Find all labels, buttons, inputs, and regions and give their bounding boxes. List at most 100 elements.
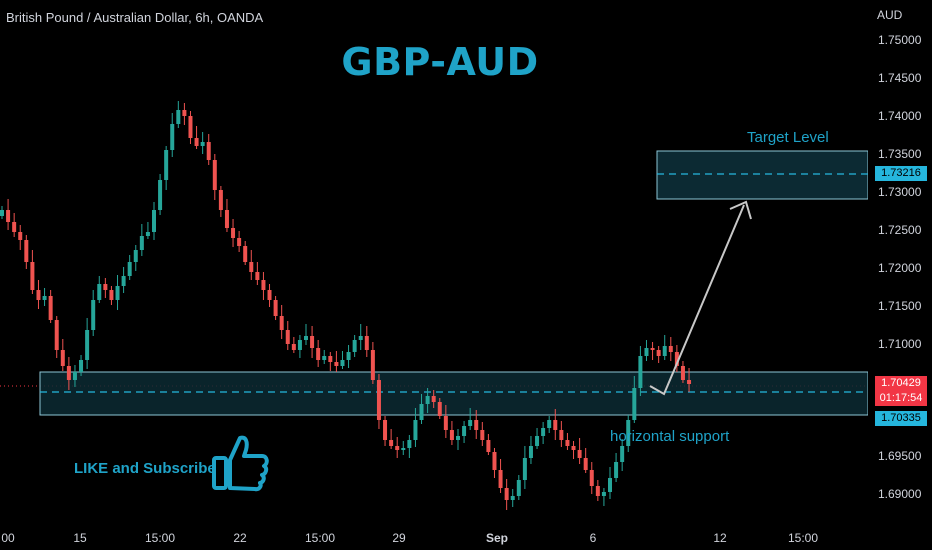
price-tick: 1.72500: [878, 223, 922, 237]
candle-body: [480, 430, 485, 440]
candle-body: [316, 348, 321, 360]
candle-body: [680, 366, 685, 380]
candle-body: [389, 440, 394, 446]
candle-body: [164, 150, 169, 180]
price-tick: 1.69000: [878, 487, 922, 501]
candle-body: [24, 240, 29, 262]
candle-body: [12, 222, 17, 232]
candle-body: [152, 210, 156, 232]
candle-body: [85, 330, 90, 360]
candle-body: [425, 396, 430, 404]
candle-body: [297, 340, 302, 350]
candle-body: [66, 366, 71, 380]
candle-body: [91, 300, 96, 330]
candle-body: [255, 272, 260, 280]
candle-body: [182, 110, 187, 116]
price-tick: 1.74000: [878, 109, 922, 123]
candle-body: [443, 416, 448, 430]
candle-body: [528, 446, 533, 458]
candle-body: [668, 346, 673, 352]
support-zone[interactable]: [39, 371, 868, 416]
candle-body: [431, 396, 436, 402]
candle-body: [18, 232, 23, 240]
candle-body: [632, 388, 637, 420]
candle-body: [376, 380, 381, 420]
candle-body: [79, 360, 84, 372]
candle-body: [36, 290, 41, 300]
candle-body: [687, 380, 692, 384]
candle-body: [510, 496, 515, 500]
candle-body: [370, 350, 375, 380]
candle-body: [170, 124, 175, 150]
candle-body: [158, 180, 163, 210]
thumbs-up-icon: [212, 435, 269, 492]
time-tick: 29: [392, 531, 406, 545]
candle-body: [468, 420, 473, 426]
candle-body: [553, 420, 558, 430]
candle-body: [54, 320, 59, 350]
currency-label: AUD: [877, 8, 903, 22]
time-tick: Sep: [485, 531, 509, 545]
candle-body: [449, 430, 454, 440]
candle-body: [498, 470, 503, 488]
candle-body: [601, 492, 606, 496]
candle-body: [407, 440, 412, 448]
candle-body: [340, 360, 345, 366]
candle-body: [583, 458, 588, 470]
candle-body: [650, 348, 655, 350]
candle-body: [267, 290, 272, 300]
candle-body: [413, 420, 418, 440]
candle-body: [0, 210, 4, 216]
candle-body: [462, 426, 467, 436]
time-tick: 12: [713, 531, 727, 545]
candle-body: [571, 446, 576, 450]
target-level-label: Target Level: [747, 129, 829, 146]
candle-body: [401, 448, 406, 450]
time-tick: 22: [233, 531, 247, 545]
target-zone[interactable]: [656, 150, 868, 200]
candle-body: [176, 110, 181, 124]
candle-body: [109, 290, 114, 300]
symbol-title[interactable]: British Pound / Australian Dollar, 6h, O…: [6, 10, 264, 25]
candle-body: [115, 286, 120, 300]
candle-body: [139, 236, 144, 250]
bar-countdown-badge: 01:17:54: [875, 391, 927, 406]
candle-body: [97, 284, 102, 300]
candle-body: [237, 238, 242, 246]
price-tick: 1.73500: [878, 147, 922, 161]
price-scale[interactable]: 1.75000 1.74500 1.74000 1.73500 1.73000 …: [868, 0, 932, 550]
candle-body: [504, 488, 509, 500]
candle-body: [30, 262, 35, 290]
candle-body: [674, 352, 679, 366]
candle-body: [662, 346, 667, 356]
candle-body: [638, 356, 643, 388]
candle-body: [48, 296, 53, 320]
candle-body: [577, 450, 582, 458]
candle-body: [60, 350, 65, 366]
candle-body: [595, 486, 600, 496]
candle-body: [620, 446, 625, 462]
candle-body: [42, 296, 47, 300]
time-tick: 15:00: [144, 531, 176, 545]
candle-body: [6, 210, 11, 222]
candle-body: [127, 262, 132, 276]
candlestick-series: [0, 101, 868, 510]
candle-body: [285, 330, 290, 344]
price-tick: 1.71000: [878, 337, 922, 351]
time-axis[interactable]: 00 15 15:00 22 15:00 29 Sep 6 12 15:00: [0, 525, 868, 550]
candle-body: [474, 420, 479, 430]
support-level-badge: 1.70335: [875, 411, 927, 426]
candle-body: [304, 336, 308, 340]
candle-body: [395, 446, 400, 450]
candle-body: [541, 428, 546, 436]
candle-body: [145, 232, 150, 236]
candle-body: [310, 336, 315, 348]
candle-body: [72, 372, 77, 380]
candle-body: [486, 440, 491, 452]
projection-arrow-path: [649, 204, 745, 396]
price-tick: 1.72000: [878, 261, 922, 275]
candle-body: [644, 348, 649, 356]
candle-group: [0, 101, 692, 510]
candle-body: [352, 340, 357, 352]
